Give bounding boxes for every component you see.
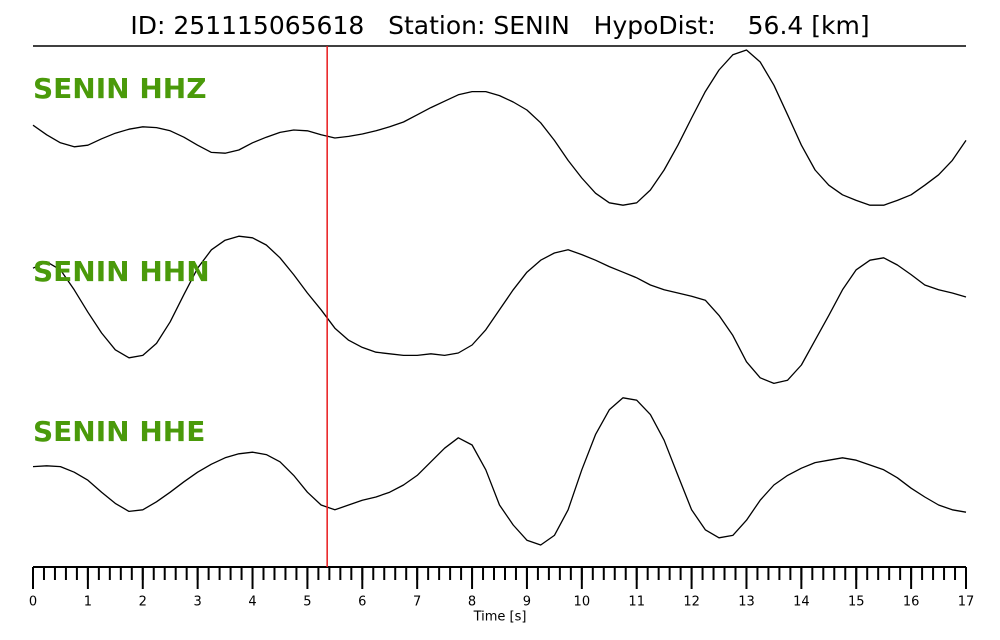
x-tick-label: 3: [194, 595, 202, 610]
x-tick-label: 8: [468, 595, 476, 610]
x-tick-label: 11: [628, 595, 645, 610]
trace: [32, 235, 967, 385]
x-tick-label: 13: [738, 595, 755, 610]
x-tick-label: 6: [358, 595, 366, 610]
x-tick-label: 2: [139, 595, 147, 610]
x-tick-label: 9: [523, 595, 531, 610]
trace: [32, 49, 967, 206]
x-tick-label: 7: [413, 595, 421, 610]
trace: [32, 397, 967, 546]
x-tick-label: 16: [903, 595, 920, 610]
x-tick-label: 5: [303, 595, 311, 610]
x-tick-label: 12: [683, 595, 700, 610]
x-tick-label: 1: [84, 595, 92, 610]
x-axis-label: Time [s]: [473, 610, 527, 625]
x-tick-label: 10: [574, 595, 591, 610]
x-tick-label: 15: [848, 595, 865, 610]
x-tick-label: 14: [793, 595, 810, 610]
x-tick-label: 17: [958, 595, 975, 610]
trace-label: SENIN HHN: [33, 255, 210, 288]
x-tick-label: 4: [248, 595, 256, 610]
trace-label: SENIN HHZ: [33, 72, 207, 105]
x-tick-label: 0: [29, 595, 37, 610]
chart-title: ID: 251115065618 Station: SENIN HypoDist…: [130, 11, 869, 40]
trace-label: SENIN HHE: [33, 415, 205, 448]
